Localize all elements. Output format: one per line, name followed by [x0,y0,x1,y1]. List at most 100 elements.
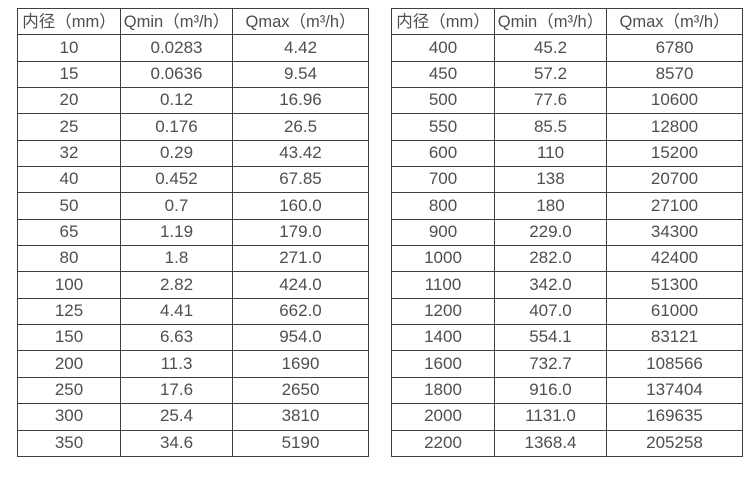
table-cell: 407.0 [494,297,607,326]
table-cell: 42400 [606,245,743,273]
table-cell: 179.0 [232,218,369,247]
table-cell: 43.42 [232,139,369,168]
table-cell: 1690 [232,350,369,378]
table-cell: 160.0 [232,192,369,220]
table-cell: 50 [17,192,121,220]
header-row: 内径（mm） Qmin（m³/h） Qmax（m³/h） [17,7,369,36]
table-cell: 800 [391,192,495,220]
table-row: 125 4.41 662.0 [17,297,369,326]
table-cell: 1000 [391,245,495,273]
table-cell: 65 [17,218,121,247]
column-header-diameter: 内径（mm） [17,7,121,36]
table-cell: 0.7 [120,192,233,220]
column-header-qmin: Qmin（m³/h） [494,7,607,36]
table-row: 1100 342.0 51300 [391,271,743,299]
table-cell: 271.0 [232,245,369,273]
table-cell: 15 [17,60,121,89]
table-cell: 1.19 [120,218,233,247]
table-row: 300 25.4 3810 [17,403,369,431]
table-row: 1800 916.0 137404 [391,376,743,405]
table-cell: 229.0 [494,218,607,247]
table-cell: 916.0 [494,376,607,405]
table-cell: 61000 [606,297,743,326]
header-row: 内径（mm） Qmin（m³/h） Qmax（m³/h） [391,7,743,36]
table-cell: 8570 [606,60,743,89]
table-row: 1200 407.0 61000 [391,297,743,326]
table-row: 32 0.29 43.42 [17,139,369,168]
table-cell: 1200 [391,297,495,326]
table-cell: 1.8 [120,245,233,273]
table-cell: 300 [17,403,121,431]
table-row: 50 0.7 160.0 [17,192,369,220]
table-row: 350 34.6 5190 [17,429,369,457]
table-row: 500 77.6 10600 [391,87,743,115]
table-cell: 200 [17,350,121,378]
table-cell: 1368.4 [494,429,607,457]
table-cell: 5190 [232,429,369,457]
table-cell: 600 [391,139,495,168]
table-row: 550 85.5 12800 [391,113,743,141]
column-header-diameter: 内径（mm） [391,7,495,36]
table-cell: 554.1 [494,324,607,352]
table-cell: 85.5 [494,113,607,141]
table-cell: 9.54 [232,60,369,89]
table-cell: 6780 [606,34,743,62]
table-cell: 350 [17,429,121,457]
table-cell: 4.42 [232,34,369,62]
table-cell: 16.96 [232,87,369,115]
table-cell: 2200 [391,429,495,457]
table-cell: 40 [17,166,121,194]
table-cell: 10600 [606,87,743,115]
table-cell: 1400 [391,324,495,352]
table-row: 80 1.8 271.0 [17,245,369,273]
table-row: 20 0.12 16.96 [17,87,369,115]
table-cell: 20 [17,87,121,115]
table-row: 400 45.2 6780 [391,34,743,62]
column-header-qmin: Qmin（m³/h） [120,7,233,36]
table-cell: 0.0283 [120,34,233,62]
table-cell: 17.6 [120,376,233,405]
table-cell: 3810 [232,403,369,431]
table-row: 10 0.0283 4.42 [17,34,369,62]
table-row: 700 138 20700 [391,166,743,194]
table-cell: 80 [17,245,121,273]
table-row: 2000 1131.0 169635 [391,403,743,431]
table-cell: 15200 [606,139,743,168]
table-cell: 1131.0 [494,403,607,431]
table-cell: 27100 [606,192,743,220]
table-cell: 0.0636 [120,60,233,89]
table-cell: 180 [494,192,607,220]
table-cell: 125 [17,297,121,326]
table-cell: 282.0 [494,245,607,273]
table-cell: 4.41 [120,297,233,326]
table-row: 25 0.176 26.5 [17,113,369,141]
flow-table-left: 内径（mm） Qmin（m³/h） Qmax（m³/h） 10 0.0283 4.4… [17,7,369,457]
table-cell: 450 [391,60,495,89]
table-cell: 1100 [391,271,495,299]
table-row: 450 57.2 8570 [391,60,743,89]
table-row: 1400 554.1 83121 [391,324,743,352]
table-cell: 1600 [391,350,495,378]
table-cell: 400 [391,34,495,62]
table-row: 40 0.452 67.85 [17,166,369,194]
table-row: 200 11.3 1690 [17,350,369,378]
table-row: 900 229.0 34300 [391,218,743,247]
table-row: 100 2.82 424.0 [17,271,369,299]
table-cell: 77.6 [494,87,607,115]
table-row: 150 6.63 954.0 [17,324,369,352]
table-cell: 45.2 [494,34,607,62]
table-cell: 0.12 [120,87,233,115]
table-cell: 11.3 [120,350,233,378]
table-cell: 424.0 [232,271,369,299]
table-cell: 732.7 [494,350,607,378]
flow-table-right: 内径（mm） Qmin（m³/h） Qmax（m³/h） 400 45.2 6780… [391,7,743,457]
table-cell: 250 [17,376,121,405]
table-cell: 0.452 [120,166,233,194]
table-cell: 12800 [606,113,743,141]
table-row: 1600 732.7 108566 [391,350,743,378]
table-header: 内径（mm） Qmin（m³/h） Qmax（m³/h） [17,7,369,36]
table-cell: 900 [391,218,495,247]
table-body: 10 0.0283 4.42 15 0.0636 9.54 20 0.12 16.96 25 0.1… [17,34,369,457]
table-cell: 108566 [606,350,743,378]
table-cell: 169635 [606,403,743,431]
